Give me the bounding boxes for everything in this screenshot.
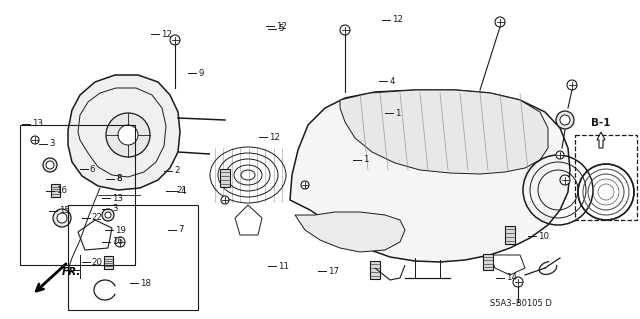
Bar: [483, 254, 493, 270]
Text: 15: 15: [59, 206, 70, 215]
Text: 1: 1: [395, 109, 401, 118]
Text: 21: 21: [176, 186, 187, 195]
Circle shape: [115, 237, 125, 247]
Bar: [51, 183, 60, 197]
Text: 18: 18: [140, 279, 150, 288]
Text: 6: 6: [90, 165, 95, 174]
Bar: [505, 226, 515, 244]
Text: 16: 16: [56, 186, 67, 195]
Text: 8: 8: [116, 174, 122, 183]
Bar: [370, 261, 380, 279]
Circle shape: [118, 125, 138, 145]
Text: FR.: FR.: [62, 267, 81, 277]
Text: 20: 20: [92, 258, 102, 267]
Text: 12: 12: [276, 22, 287, 31]
Text: 7: 7: [178, 225, 184, 234]
Polygon shape: [290, 90, 570, 262]
Text: 19: 19: [115, 226, 126, 235]
Text: S5A3–B0105 D: S5A3–B0105 D: [490, 299, 552, 308]
Text: 12: 12: [161, 30, 172, 39]
Circle shape: [53, 209, 71, 227]
Bar: [104, 256, 113, 269]
Text: 9: 9: [198, 69, 204, 78]
Polygon shape: [340, 90, 548, 174]
Text: 14: 14: [506, 273, 516, 282]
Circle shape: [556, 151, 564, 159]
Text: 2: 2: [174, 166, 180, 175]
Circle shape: [301, 181, 309, 189]
Circle shape: [221, 196, 229, 204]
Circle shape: [106, 113, 150, 157]
Text: 13: 13: [112, 194, 123, 203]
Text: 12: 12: [392, 15, 403, 24]
Bar: [210, 148, 286, 202]
Text: 3: 3: [112, 204, 118, 213]
Circle shape: [495, 17, 505, 27]
Bar: [220, 169, 230, 187]
Bar: [20, 125, 135, 265]
Text: 17: 17: [328, 267, 339, 276]
Text: 4: 4: [389, 77, 395, 86]
Circle shape: [567, 80, 577, 90]
Circle shape: [513, 277, 523, 287]
Text: B-1: B-1: [591, 118, 611, 128]
Text: 5: 5: [278, 24, 284, 33]
Polygon shape: [597, 132, 605, 148]
Text: 1: 1: [363, 155, 369, 164]
Circle shape: [46, 161, 54, 169]
Text: 16: 16: [112, 237, 123, 246]
Circle shape: [340, 25, 350, 35]
Polygon shape: [295, 212, 405, 252]
Circle shape: [556, 111, 574, 129]
Text: 22: 22: [92, 213, 102, 222]
Text: 4: 4: [180, 187, 186, 196]
Circle shape: [105, 212, 111, 218]
Text: 10: 10: [538, 232, 548, 241]
Circle shape: [560, 115, 570, 125]
Circle shape: [102, 209, 114, 221]
Circle shape: [560, 175, 570, 185]
Text: 13: 13: [32, 119, 43, 128]
Circle shape: [43, 158, 57, 172]
Polygon shape: [68, 75, 180, 190]
Circle shape: [170, 35, 180, 45]
Text: 8: 8: [116, 174, 122, 183]
Text: 11: 11: [278, 262, 289, 271]
Bar: [575, 135, 637, 220]
Text: 12: 12: [269, 133, 280, 142]
Bar: [68, 205, 198, 310]
Circle shape: [31, 136, 39, 144]
Circle shape: [57, 213, 67, 223]
Text: 3: 3: [49, 139, 55, 148]
